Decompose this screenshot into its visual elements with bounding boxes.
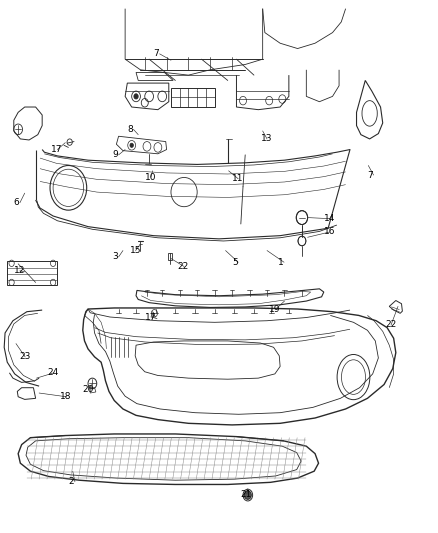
- Text: 12: 12: [14, 266, 25, 275]
- Text: 6: 6: [14, 198, 20, 207]
- Text: 24: 24: [48, 368, 59, 377]
- Text: 7: 7: [153, 50, 159, 58]
- Text: 11: 11: [232, 174, 244, 183]
- Text: 1: 1: [278, 258, 284, 266]
- Text: 3: 3: [112, 253, 118, 261]
- Text: 22: 22: [177, 262, 189, 271]
- Text: 23: 23: [19, 352, 30, 361]
- Text: 17: 17: [51, 145, 62, 154]
- Text: 10: 10: [145, 173, 156, 182]
- Text: 17: 17: [145, 312, 156, 321]
- Text: 9: 9: [112, 150, 118, 159]
- Circle shape: [296, 211, 307, 224]
- Text: 20: 20: [83, 385, 94, 394]
- Text: 22: 22: [385, 320, 396, 329]
- Text: 13: 13: [261, 134, 272, 143]
- Text: 15: 15: [130, 246, 141, 255]
- Circle shape: [130, 143, 134, 148]
- Text: 21: 21: [241, 489, 252, 498]
- Text: 5: 5: [232, 258, 238, 266]
- Circle shape: [244, 491, 251, 499]
- Circle shape: [134, 94, 138, 99]
- Circle shape: [298, 236, 306, 246]
- Text: 18: 18: [60, 392, 71, 401]
- Text: 2: 2: [68, 478, 74, 486]
- Text: 16: 16: [324, 228, 335, 237]
- Text: 8: 8: [127, 125, 133, 134]
- Text: 19: 19: [269, 304, 281, 313]
- Text: 7: 7: [367, 171, 373, 180]
- Text: 14: 14: [324, 214, 335, 223]
